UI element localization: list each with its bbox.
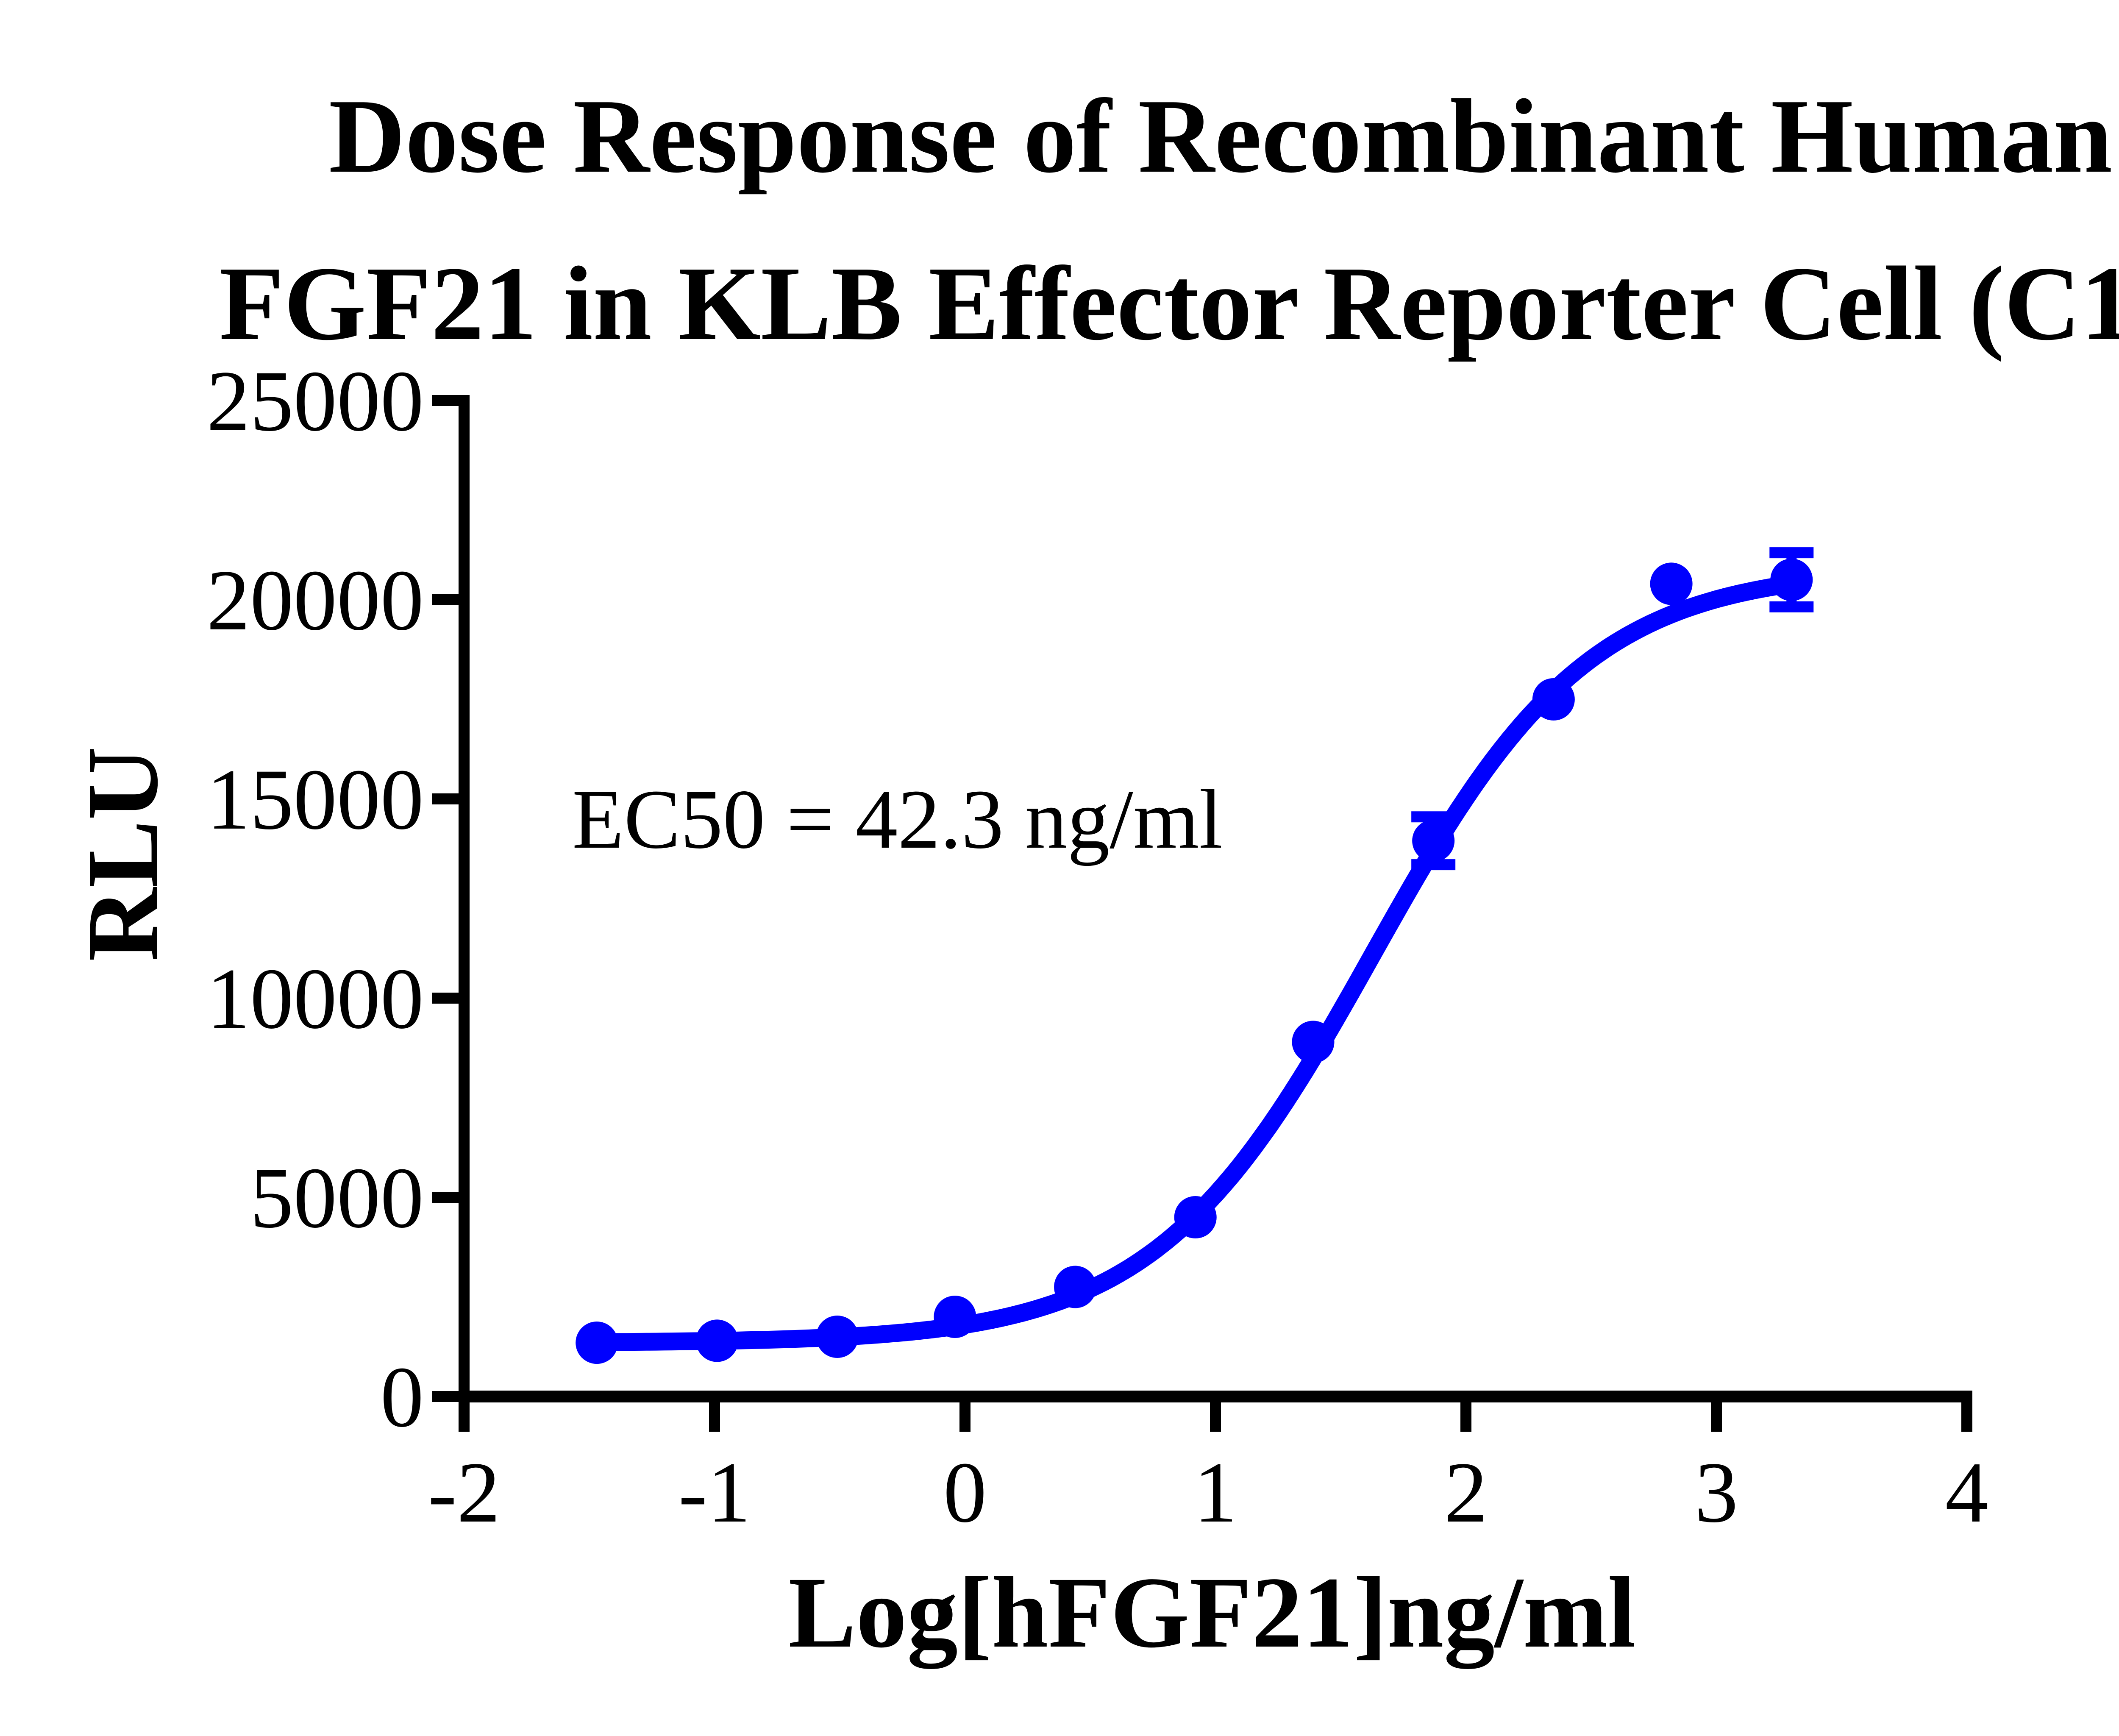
data-point-marker (1532, 678, 1575, 721)
chart-title-line1: Dose Response of Recombinant Human (329, 78, 2113, 195)
y-tick-label: 20000 (207, 552, 424, 648)
x-tick-label: 0 (943, 1444, 987, 1541)
axis-tick-labels: -2 -1 0 1 2 3 4 0 5000 10000 15000 20000 25000 (207, 353, 1989, 1541)
x-tick-label: -1 (679, 1444, 751, 1541)
data-point-marker (816, 1316, 859, 1358)
x-tick-label: 3 (1695, 1444, 1738, 1541)
y-tick-label: 5000 (250, 1150, 424, 1246)
x-tick-label: 1 (1194, 1444, 1237, 1541)
data-point-marker (1412, 819, 1455, 862)
data-point-marker (1292, 1021, 1335, 1063)
x-tick-label: 4 (1945, 1444, 1989, 1541)
data-point-marker (695, 1319, 738, 1362)
data-point-marker (1054, 1266, 1097, 1308)
y-tick-label: 25000 (207, 353, 424, 449)
data-point-marker (934, 1296, 976, 1338)
y-axis-title: RLU (66, 747, 179, 962)
y-tick-label: 10000 (207, 951, 424, 1047)
x-tick-label: -2 (428, 1444, 501, 1541)
chart-title-line2: FGF21 in KLB Effector Reporter Cell (C16… (219, 245, 2119, 362)
data-point-marker (1770, 559, 1813, 601)
ec50-annotation: EC50 = 42.3 ng/ml (572, 773, 1223, 866)
data-point-marker (1174, 1196, 1217, 1238)
data-point-marker (1650, 562, 1693, 605)
data-point-marker (576, 1321, 618, 1364)
axis-ticks (432, 395, 1972, 1432)
y-tick-label: 15000 (207, 751, 424, 848)
x-tick-label: 2 (1444, 1444, 1488, 1541)
x-axis-title: Log[hFGF21]ng/ml (788, 1556, 1636, 1669)
axes (459, 395, 1972, 1402)
y-tick-label: 0 (381, 1349, 424, 1445)
plot-series (576, 547, 1814, 1364)
